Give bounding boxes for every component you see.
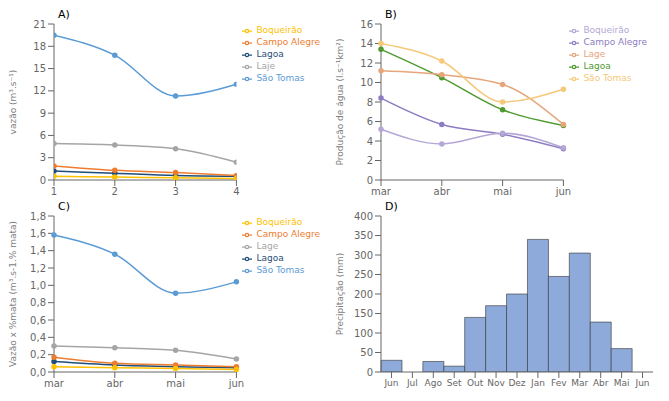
html-text:São Tomas: São Tomas — [256, 265, 305, 275]
html-text:Laje: Laje — [256, 61, 275, 71]
svg-text:Vazão x %mata (m³.s-1.% mata): Vazão x %mata (m³.s-1.% mata) — [8, 221, 18, 367]
svg-text:2: 2 — [112, 186, 118, 197]
svg-text:Jul: Jul — [406, 378, 418, 388]
svg-text:350: 350 — [354, 230, 373, 241]
svg-text:1,8: 1,8 — [30, 211, 46, 222]
svg-text:15: 15 — [33, 63, 46, 74]
svg-text:0,2: 0,2 — [30, 349, 46, 360]
svg-text:400: 400 — [354, 211, 373, 222]
html-text:Lagoa: Lagoa — [256, 253, 284, 263]
html-text:Campo Alegre: Campo Alegre — [256, 37, 320, 47]
svg-text:Precipitação (mm): Precipitação (mm) — [335, 253, 345, 335]
svg-text:0: 0 — [40, 175, 46, 186]
svg-text:300: 300 — [354, 250, 373, 261]
svg-text:12: 12 — [33, 85, 46, 96]
svg-text:1,0: 1,0 — [30, 280, 46, 291]
svg-text:0: 0 — [367, 175, 373, 186]
svg-text:Dez: Dez — [508, 378, 525, 388]
svg-text:0,0: 0,0 — [30, 367, 46, 378]
svg-text:2: 2 — [367, 155, 373, 166]
svg-text:4: 4 — [367, 136, 373, 147]
svg-text:Produção de água (l.s⁻¹km²): Produção de água (l.s⁻¹km²) — [335, 39, 345, 166]
svg-text:abr: abr — [107, 378, 124, 389]
svg-text:10: 10 — [360, 77, 373, 88]
svg-text:4: 4 — [233, 186, 239, 197]
svg-text:0,4: 0,4 — [30, 332, 46, 343]
html-text:D): D) — [385, 200, 398, 213]
svg-text:jun: jun — [228, 378, 244, 389]
svg-text:250: 250 — [354, 269, 373, 280]
svg-text:1,6: 1,6 — [30, 228, 46, 239]
svg-text:0: 0 — [367, 367, 373, 378]
svg-text:200: 200 — [354, 289, 373, 300]
html-text:A): A) — [58, 8, 70, 21]
html-text:Lagoa: Lagoa — [256, 49, 284, 59]
svg-text:100: 100 — [354, 328, 373, 339]
svg-text:Fev: Fev — [551, 378, 567, 388]
html-text:São Tomas: São Tomas — [256, 73, 305, 83]
svg-text:1,2: 1,2 — [30, 263, 46, 274]
svg-text:Set: Set — [447, 378, 462, 388]
svg-text:6: 6 — [367, 116, 373, 127]
svg-text:1,4: 1,4 — [30, 245, 46, 256]
svg-text:12: 12 — [360, 58, 373, 69]
svg-text:abr: abr — [434, 186, 451, 197]
svg-text:Ago: Ago — [425, 378, 443, 388]
svg-text:3: 3 — [40, 152, 46, 163]
svg-text:mai: mai — [493, 186, 512, 197]
html-text:Boqueirão: Boqueirão — [256, 25, 303, 35]
svg-text:0,8: 0,8 — [30, 297, 46, 308]
svg-text:9: 9 — [40, 108, 46, 119]
svg-text:21: 21 — [33, 19, 46, 30]
svg-text:3: 3 — [172, 186, 178, 197]
svg-text:16: 16 — [360, 19, 373, 30]
svg-text:150: 150 — [354, 308, 373, 319]
svg-text:mai: mai — [166, 378, 185, 389]
svg-text:vazão (m³.s⁻¹): vazão (m³.s⁻¹) — [8, 70, 18, 135]
svg-text:mar: mar — [44, 378, 65, 389]
svg-text:Mar: Mar — [571, 378, 588, 388]
svg-text:1: 1 — [51, 186, 57, 197]
svg-text:50: 50 — [360, 347, 373, 358]
svg-text:Jan: Jan — [530, 378, 545, 388]
html-text:C): C) — [58, 200, 70, 213]
svg-text:Out: Out — [467, 378, 484, 388]
svg-text:Nov: Nov — [487, 378, 505, 388]
html-text:Lagoa: Lagoa — [583, 61, 611, 71]
svg-text:6: 6 — [40, 130, 46, 141]
html-text:B): B) — [385, 8, 397, 21]
html-text:Lage: Lage — [256, 241, 279, 251]
html-text:Campo Alegre: Campo Alegre — [583, 37, 647, 47]
svg-text:Abr: Abr — [593, 378, 609, 388]
svg-text:mar: mar — [371, 186, 392, 197]
svg-text:18: 18 — [33, 41, 46, 52]
html-text:Boqueirão: Boqueirão — [256, 217, 303, 227]
svg-text:0,6: 0,6 — [30, 315, 46, 326]
svg-text:8: 8 — [367, 97, 373, 108]
svg-text:14: 14 — [360, 38, 373, 49]
svg-text:jun: jun — [555, 186, 571, 197]
html-text:Lage: Lage — [583, 49, 606, 59]
html-text:Boqueirão: Boqueirão — [583, 25, 630, 35]
svg-text:Jun: Jun — [635, 378, 650, 388]
html-text:Campo Alegre: Campo Alegre — [256, 229, 320, 239]
html-text:São Tomas: São Tomas — [583, 73, 632, 83]
svg-text:Mai: Mai — [614, 378, 630, 388]
svg-text:Jun: Jun — [383, 378, 398, 388]
